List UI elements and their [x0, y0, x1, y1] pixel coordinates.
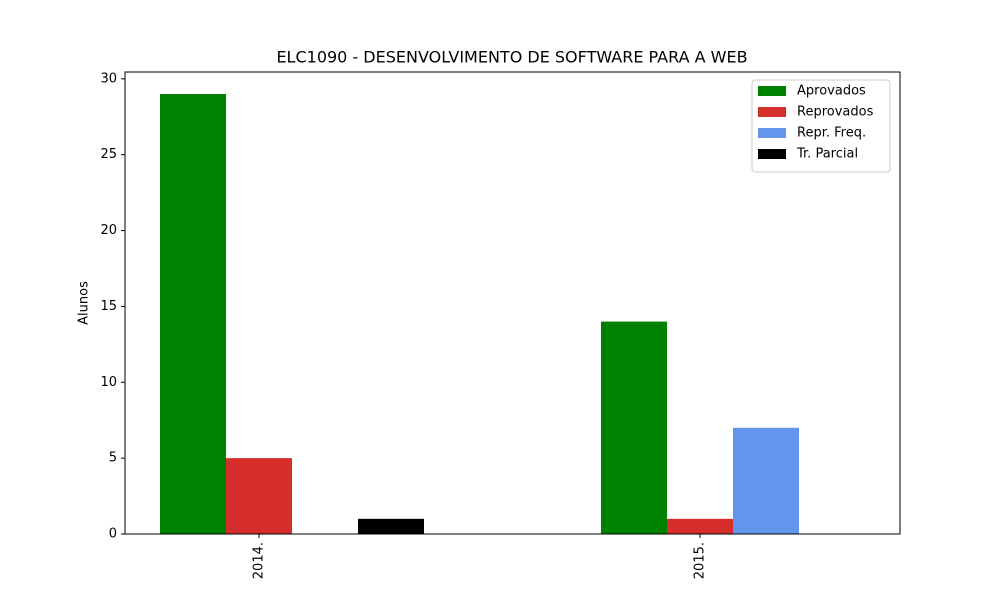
- bar: [601, 321, 667, 534]
- plot-frame: [124, 71, 901, 535]
- legend-swatch: [758, 107, 786, 117]
- legend-swatch: [758, 86, 786, 96]
- legend-swatch: [758, 128, 786, 138]
- legend-label: Repr. Freq.: [797, 126, 866, 141]
- y-axis-label: Alunos: [77, 281, 92, 325]
- y-tick-label: 25: [100, 147, 117, 162]
- bar: [667, 518, 733, 534]
- bar: [160, 94, 226, 534]
- bar: [733, 427, 799, 534]
- bar: [226, 458, 292, 534]
- y-tick-label: 30: [100, 71, 117, 86]
- y-tick-label: 20: [100, 223, 117, 238]
- x-tick-label: 2014.: [252, 542, 267, 579]
- chart-title: ELC1090 - DESENVOLVIMENTO DE SOFTWARE PA…: [276, 48, 747, 67]
- bar: [358, 518, 424, 534]
- y-tick-label: 5: [109, 451, 117, 466]
- legend-swatch: [758, 149, 786, 159]
- y-tick-label: 10: [100, 375, 117, 390]
- y-tick-label: 15: [100, 299, 117, 314]
- legend-label: Aprovados: [797, 84, 866, 99]
- legend-box: [751, 79, 891, 173]
- x-tick-label: 2015.: [693, 542, 708, 579]
- legend-label: Reprovados: [797, 105, 874, 120]
- legend-label: Tr. Parcial: [796, 147, 858, 162]
- y-tick-label: 0: [109, 527, 117, 542]
